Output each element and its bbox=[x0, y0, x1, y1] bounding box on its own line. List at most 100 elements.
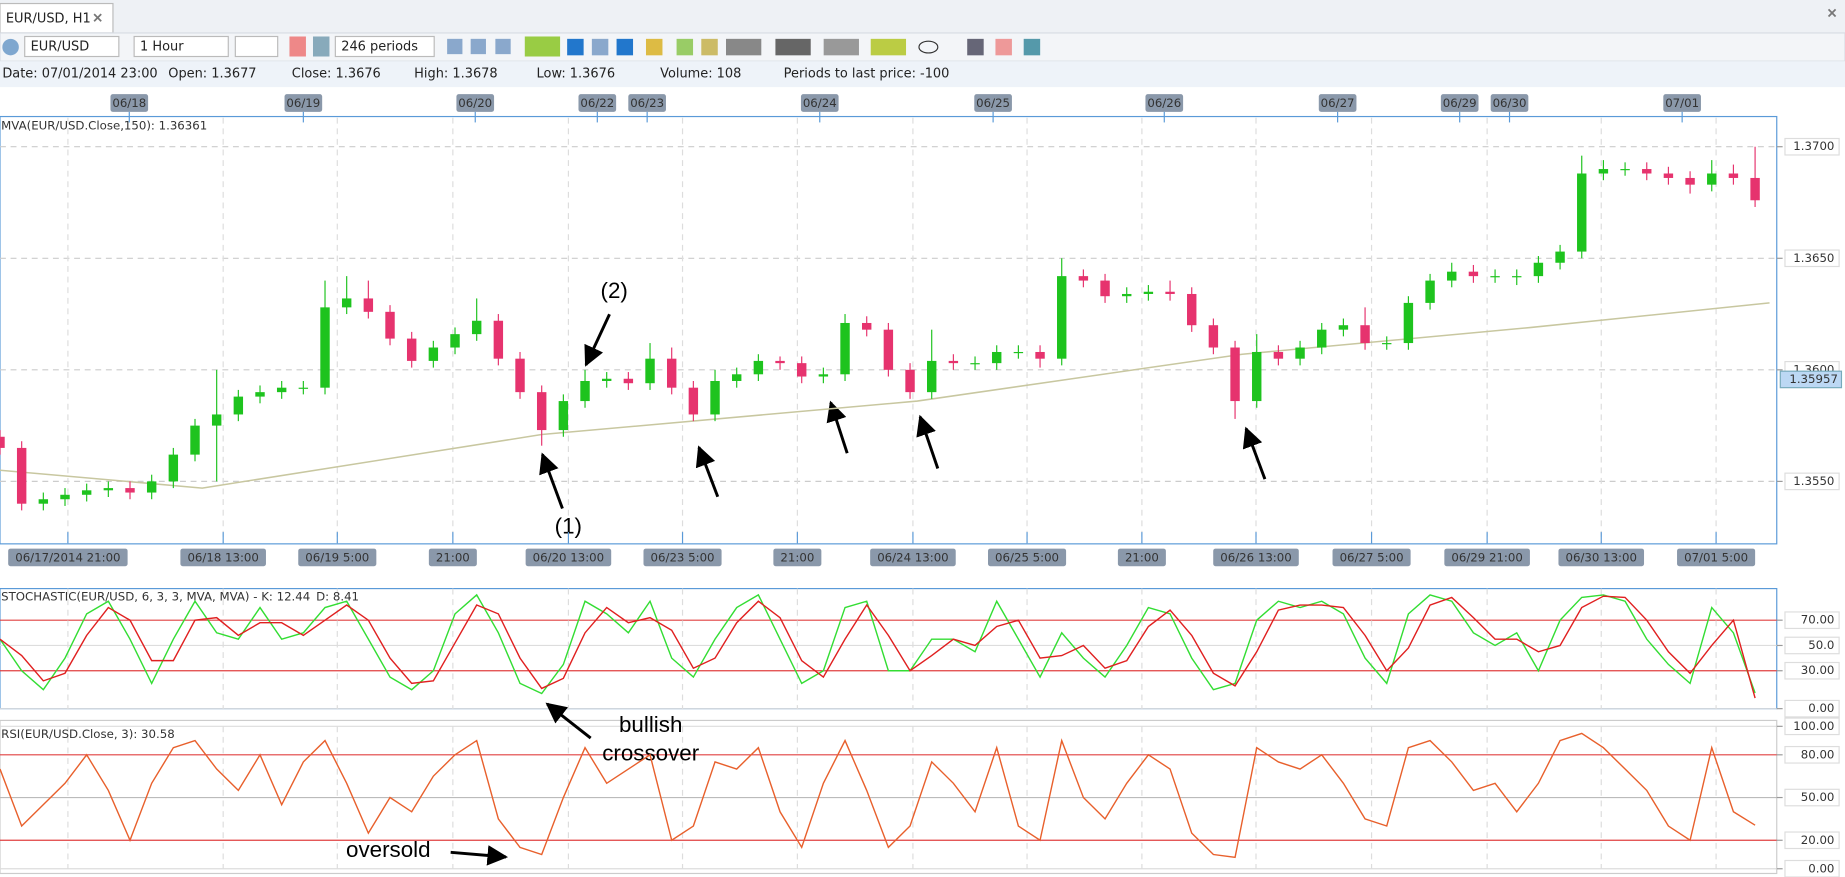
candle-body bbox=[363, 298, 374, 312]
globe-icon[interactable] bbox=[2, 38, 19, 56]
date-tick-label: 06/30 bbox=[1493, 96, 1527, 110]
candle-body bbox=[168, 454, 179, 482]
icon[interactable] bbox=[289, 36, 306, 57]
pane-label: D: 8.41 bbox=[316, 589, 359, 603]
candle-body bbox=[1642, 169, 1652, 174]
y-tick-label: 50.0 bbox=[1808, 638, 1834, 652]
chart-type[interactable] bbox=[234, 35, 279, 58]
candle-body bbox=[341, 298, 352, 308]
y-tick-box bbox=[1784, 636, 1840, 655]
candle-body bbox=[125, 488, 135, 493]
candle-body bbox=[255, 392, 265, 397]
candle-body bbox=[623, 378, 634, 384]
candle-body bbox=[320, 307, 330, 388]
candle-body bbox=[1620, 169, 1630, 171]
candle-body bbox=[818, 374, 829, 377]
candle-body bbox=[862, 322, 872, 330]
icon[interactable] bbox=[312, 36, 330, 57]
x-tick-label: 06/23 5:00 bbox=[651, 550, 715, 564]
candle-body bbox=[1512, 276, 1522, 278]
candle-body bbox=[580, 380, 590, 402]
date-tick-label: 06/27 bbox=[1321, 96, 1355, 110]
date-tick-label: 06/23 bbox=[630, 96, 664, 110]
y-tick-label: 30.00 bbox=[1801, 663, 1835, 677]
date-tick-box bbox=[1318, 94, 1357, 112]
candle-body bbox=[1577, 173, 1587, 252]
candle-body bbox=[190, 425, 200, 455]
periods: 246 periods bbox=[341, 40, 418, 55]
y-tick-label: 0.00 bbox=[1808, 861, 1834, 875]
date-tick-box bbox=[578, 94, 617, 112]
x-tick-label: 21:00 bbox=[780, 550, 814, 564]
x-tick-label: 06/26 13:00 bbox=[1220, 550, 1291, 564]
tab[interactable] bbox=[0, 2, 114, 34]
date-tick-label: 06/22 bbox=[580, 96, 614, 110]
candle-body bbox=[1187, 293, 1197, 326]
x-tick-label: 06/17/2014 21:00 bbox=[15, 550, 120, 564]
candle-body bbox=[276, 387, 287, 393]
y-tick-box bbox=[1784, 699, 1840, 718]
candle-body bbox=[1685, 177, 1695, 185]
candle-body bbox=[1273, 351, 1284, 359]
candle-body bbox=[385, 311, 395, 339]
annotation: (2) bbox=[601, 278, 628, 303]
last-price-label: 1.35957 bbox=[1789, 372, 1838, 386]
x-tick-label: 06/24 13:00 bbox=[877, 550, 948, 564]
info-item: Open: 1.3677 bbox=[168, 67, 256, 82]
x-tick-label: 06/18 13:00 bbox=[187, 550, 258, 564]
candle-body bbox=[406, 338, 417, 361]
candle-body bbox=[103, 488, 114, 491]
candle-body bbox=[211, 414, 222, 426]
candle-body bbox=[515, 358, 525, 393]
candle-body bbox=[1230, 347, 1240, 402]
candle-body bbox=[1078, 276, 1089, 281]
toolbar-icons[interactable] bbox=[447, 36, 1041, 57]
candle-body bbox=[1317, 329, 1327, 348]
candle-body bbox=[688, 387, 699, 415]
main-frame bbox=[0, 115, 1778, 545]
x-tick-label: 21:00 bbox=[436, 550, 470, 564]
candle-body bbox=[0, 436, 5, 448]
candle-body bbox=[1750, 177, 1760, 201]
instrument-select[interactable] bbox=[24, 35, 120, 58]
date-tick-box bbox=[456, 94, 495, 112]
candle-body bbox=[1252, 351, 1262, 402]
candle-body bbox=[1663, 173, 1674, 178]
date-tick-box bbox=[1663, 94, 1701, 112]
candle-body bbox=[601, 378, 612, 381]
x-tick-label: 07/01 5:00 bbox=[1684, 550, 1748, 564]
annotation: crossover bbox=[602, 740, 699, 765]
candle-body bbox=[1598, 169, 1609, 174]
x-tick-box bbox=[1117, 548, 1166, 567]
x-tick-box bbox=[298, 548, 377, 567]
candle-body bbox=[1057, 276, 1067, 359]
candle-body bbox=[1143, 291, 1154, 294]
close-icons[interactable] bbox=[93, 8, 1837, 22]
candle-body bbox=[1295, 347, 1305, 359]
info-bar bbox=[0, 61, 1845, 88]
last-price-box bbox=[1779, 370, 1843, 389]
date-tick-label: 06/24 bbox=[803, 96, 837, 110]
tab-title: EUR/USD, H1 bbox=[6, 11, 91, 26]
period-select[interactable] bbox=[133, 35, 229, 58]
annotation: bullish bbox=[619, 712, 682, 737]
candle-body bbox=[970, 363, 980, 365]
y-tick-box bbox=[1784, 717, 1840, 736]
instrument: EUR/USD bbox=[31, 40, 90, 55]
candle-body bbox=[60, 494, 70, 500]
pane-label: RSI(EUR/USD.Close, 3): 30.58 bbox=[1, 727, 174, 741]
candle-body bbox=[1013, 351, 1024, 354]
candle-body bbox=[1338, 325, 1349, 330]
candle-body bbox=[298, 387, 309, 389]
date-tick-box bbox=[628, 94, 666, 112]
y-tick-box bbox=[1784, 472, 1840, 491]
indicator-line bbox=[0, 593, 1756, 695]
y-tick-label: 20.00 bbox=[1801, 833, 1835, 847]
candle-body bbox=[775, 360, 785, 364]
info-item: Low: 1.3676 bbox=[537, 67, 615, 82]
candle-body bbox=[1490, 276, 1500, 278]
periods-select[interactable] bbox=[334, 35, 435, 58]
candle-body bbox=[81, 490, 92, 495]
candle-body bbox=[1382, 343, 1392, 345]
